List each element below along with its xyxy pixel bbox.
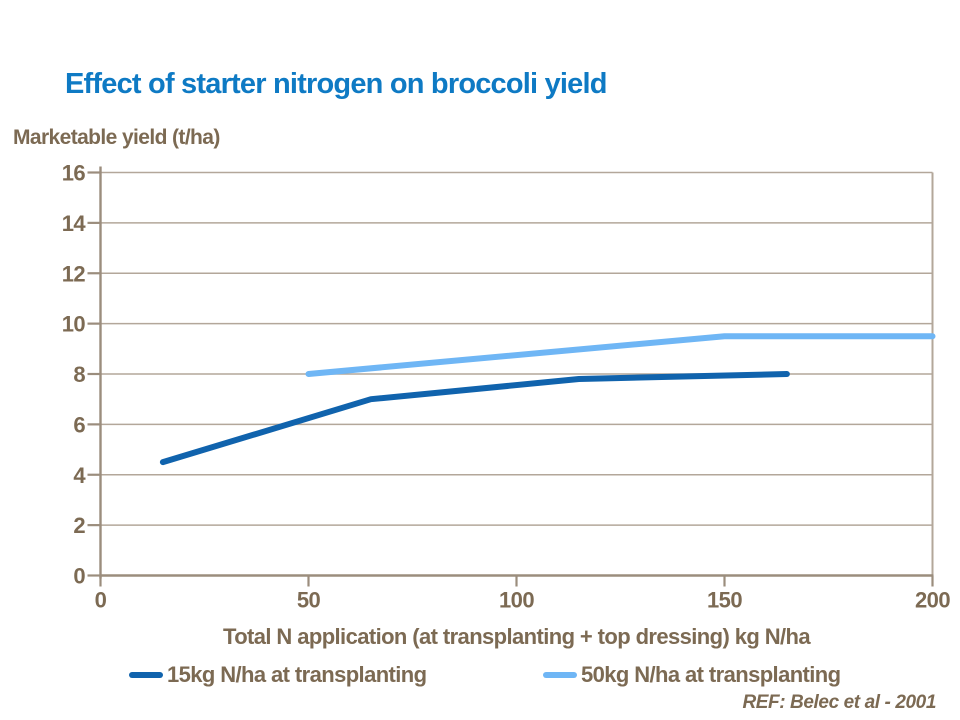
x-tick-label-0: 0 [95, 588, 107, 613]
reference-credit: REF: Belec et al - 2001 [742, 692, 936, 713]
legend-key-line-dark-blue [129, 672, 163, 678]
legend-item-50kg: 50kg N/ha at transplanting [543, 662, 841, 688]
y-axis-title: Marketable yield (t/ha) [13, 126, 220, 149]
x-axis-title: Total N application (at transplanting + … [223, 624, 811, 649]
legend: 15kg N/ha at transplanting 50kg N/ha at … [0, 662, 960, 690]
y-tick-label-0: 0 [73, 564, 85, 589]
legend-label: 15kg N/ha at transplanting [167, 662, 427, 687]
x-tick-label-150: 150 [707, 588, 742, 613]
y-tick-label-14: 14 [62, 211, 87, 236]
x-tick-label-50: 50 [297, 588, 321, 613]
y-tick-label-10: 10 [62, 312, 86, 337]
y-tick-label-12: 12 [62, 261, 86, 286]
legend-label: 50kg N/ha at transplanting [581, 662, 841, 687]
x-tick-label-100: 100 [499, 588, 534, 613]
y-tick-label-8: 8 [73, 362, 85, 387]
series-line-0 [159, 371, 790, 466]
series-line-1 [305, 333, 936, 377]
legend-item-15kg: 15kg N/ha at transplanting [129, 662, 427, 688]
y-tick-label-16: 16 [62, 161, 86, 186]
y-tick-label-4: 4 [73, 463, 86, 488]
y-tick-label-6: 6 [73, 412, 85, 437]
x-tick-label-200: 200 [915, 588, 950, 613]
chart-title: Effect of starter nitrogen on broccoli y… [65, 68, 607, 100]
legend-key-line-light-blue [543, 672, 577, 678]
y-tick-label-2: 2 [73, 513, 85, 538]
